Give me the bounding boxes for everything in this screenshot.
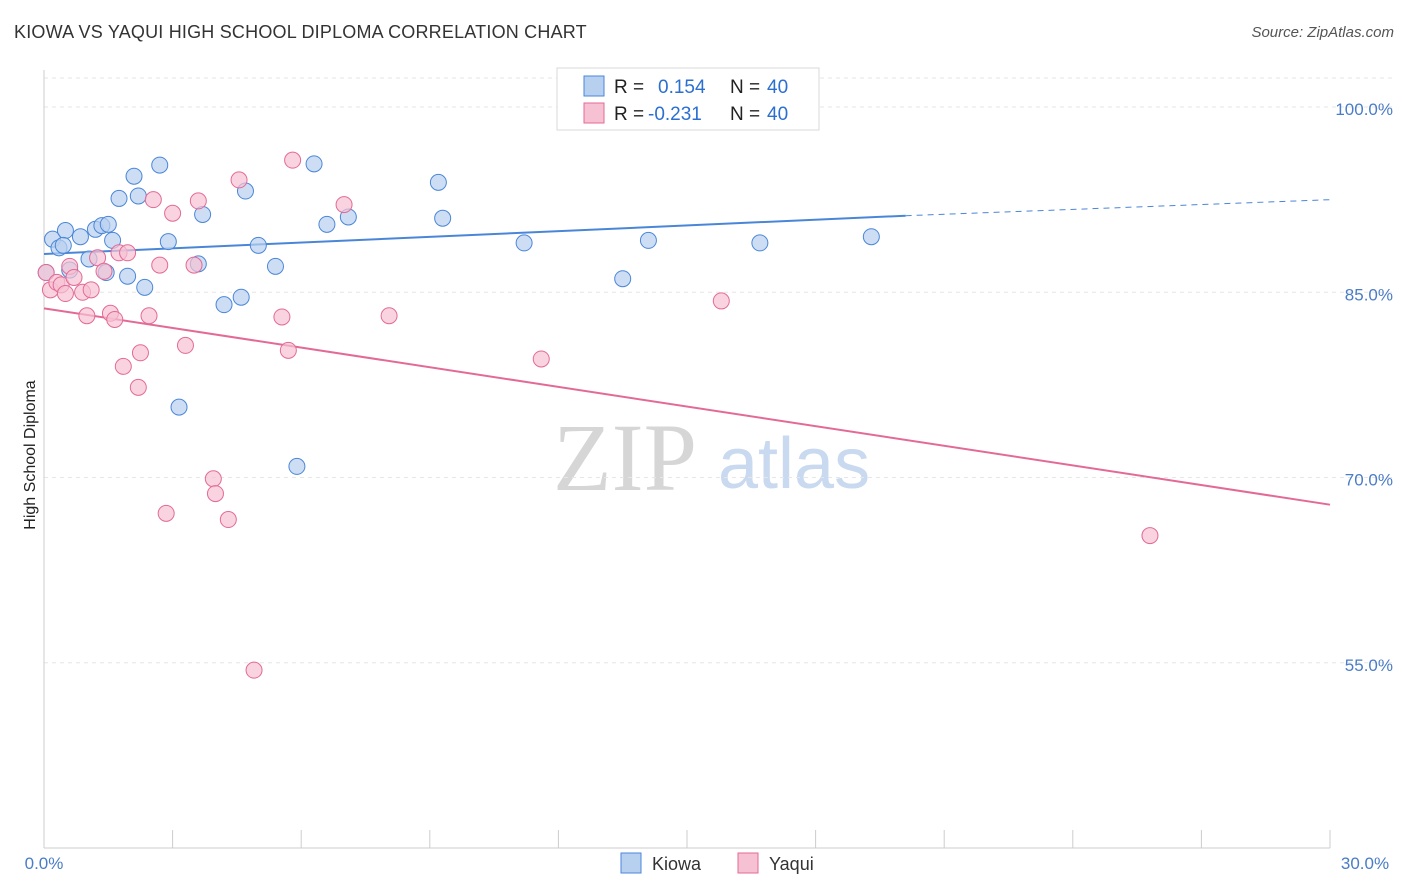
trend-lines xyxy=(43,199,1331,506)
point-yaqui xyxy=(284,151,302,169)
legend-r-label-kiowa: R = xyxy=(614,77,644,98)
point-kiowa xyxy=(136,278,154,296)
legend-n-value-yaqui: 40 xyxy=(767,104,788,125)
point-yaqui xyxy=(164,204,182,222)
legend-label-kiowa: Kiowa xyxy=(652,854,702,874)
point-yaqui xyxy=(82,281,100,299)
point-yaqui xyxy=(176,336,194,354)
x-tick-label: 30.0% xyxy=(1341,854,1389,873)
y-axis-title: High School Diploma xyxy=(22,380,39,530)
point-kiowa xyxy=(54,236,72,254)
point-yaqui xyxy=(37,264,55,282)
point-kiowa xyxy=(614,270,632,288)
point-yaqui xyxy=(151,256,169,274)
point-kiowa xyxy=(129,187,147,205)
point-kiowa xyxy=(99,215,117,233)
point-yaqui xyxy=(129,378,147,396)
data-points xyxy=(37,101,1159,679)
grid-lines xyxy=(44,77,1395,664)
point-yaqui xyxy=(119,244,137,262)
legend-swatch-kiowa xyxy=(583,75,605,97)
point-yaqui xyxy=(65,268,83,286)
point-yaqui xyxy=(157,504,175,522)
point-kiowa xyxy=(71,228,89,246)
trend-line-kiowa xyxy=(43,214,906,256)
legend-n-label-yaqui: N = xyxy=(730,104,760,125)
point-yaqui xyxy=(273,308,291,326)
point-kiowa xyxy=(215,296,233,314)
point-yaqui xyxy=(131,344,149,362)
chart-title: KIOWA VS YAQUI HIGH SCHOOL DIPLOMA CORRE… xyxy=(14,22,587,42)
point-yaqui xyxy=(245,661,263,679)
point-yaqui xyxy=(335,196,353,214)
point-kiowa xyxy=(159,233,177,251)
legend-label-yaqui: Yaqui xyxy=(769,854,814,874)
point-yaqui xyxy=(1141,527,1159,545)
legend-n-label-kiowa: N = xyxy=(730,77,760,98)
point-kiowa xyxy=(151,156,169,174)
y-tick-label: 70.0% xyxy=(1345,471,1393,490)
point-kiowa xyxy=(110,189,128,207)
y-tick-label: 55.0% xyxy=(1345,656,1393,675)
point-yaqui xyxy=(712,292,730,310)
legend-r-label-yaqui: R = xyxy=(614,104,644,125)
watermark-zip: ZIP xyxy=(553,404,697,511)
point-kiowa xyxy=(288,457,306,475)
point-kiowa xyxy=(125,167,143,185)
point-yaqui xyxy=(189,192,207,210)
series-legend: Kiowa Yaqui xyxy=(620,852,814,874)
point-yaqui xyxy=(380,307,398,325)
point-kiowa xyxy=(249,236,267,254)
point-yaqui xyxy=(185,256,203,274)
point-kiowa xyxy=(305,155,323,173)
point-yaqui xyxy=(532,350,550,368)
point-kiowa xyxy=(119,267,137,285)
point-yaqui xyxy=(114,357,132,375)
point-yaqui xyxy=(140,307,158,325)
point-kiowa xyxy=(639,231,657,249)
y-tick-label: 100.0% xyxy=(1335,100,1393,119)
point-yaqui xyxy=(78,307,96,325)
legend-swatch-kiowa-bottom xyxy=(620,852,642,874)
point-yaqui xyxy=(219,511,237,529)
axes: 100.0% 85.0% 70.0% 55.0% 0.0% 30.0% xyxy=(25,70,1393,873)
watermark-atlas: atlas xyxy=(718,424,870,504)
legend-n-value-kiowa: 40 xyxy=(767,77,788,98)
trend-line-yaqui xyxy=(43,307,1331,506)
point-kiowa xyxy=(56,222,74,240)
legend-swatch-yaqui xyxy=(583,102,605,124)
point-yaqui xyxy=(89,249,107,267)
trend-line-extension-kiowa xyxy=(905,199,1331,217)
y-tick-label: 85.0% xyxy=(1345,285,1393,304)
point-yaqui xyxy=(204,470,222,488)
point-yaqui xyxy=(95,262,113,280)
point-yaqui xyxy=(144,191,162,209)
point-yaqui xyxy=(56,285,74,303)
stats-legend: R = 0.154 N = 40 R = -0.231 N = 40 xyxy=(556,67,820,131)
point-kiowa xyxy=(318,215,336,233)
point-yaqui xyxy=(279,341,297,359)
point-kiowa xyxy=(751,234,769,252)
point-kiowa xyxy=(232,288,250,306)
point-kiowa xyxy=(266,257,284,275)
point-kiowa xyxy=(515,234,533,252)
point-kiowa xyxy=(862,228,880,246)
legend-r-value-yaqui: -0.231 xyxy=(648,104,702,125)
legend-r-value-kiowa: 0.154 xyxy=(658,77,706,98)
x-tick-label: 0.0% xyxy=(25,854,64,873)
point-yaqui xyxy=(230,171,248,189)
point-yaqui xyxy=(106,310,124,328)
point-kiowa xyxy=(170,398,188,416)
legend-swatch-yaqui-bottom xyxy=(737,852,759,874)
point-yaqui xyxy=(206,485,224,503)
chart-source: Source: ZipAtlas.com xyxy=(1251,24,1394,41)
point-kiowa xyxy=(434,209,452,227)
watermark: ZIP atlas xyxy=(553,404,870,511)
point-kiowa xyxy=(429,173,447,191)
